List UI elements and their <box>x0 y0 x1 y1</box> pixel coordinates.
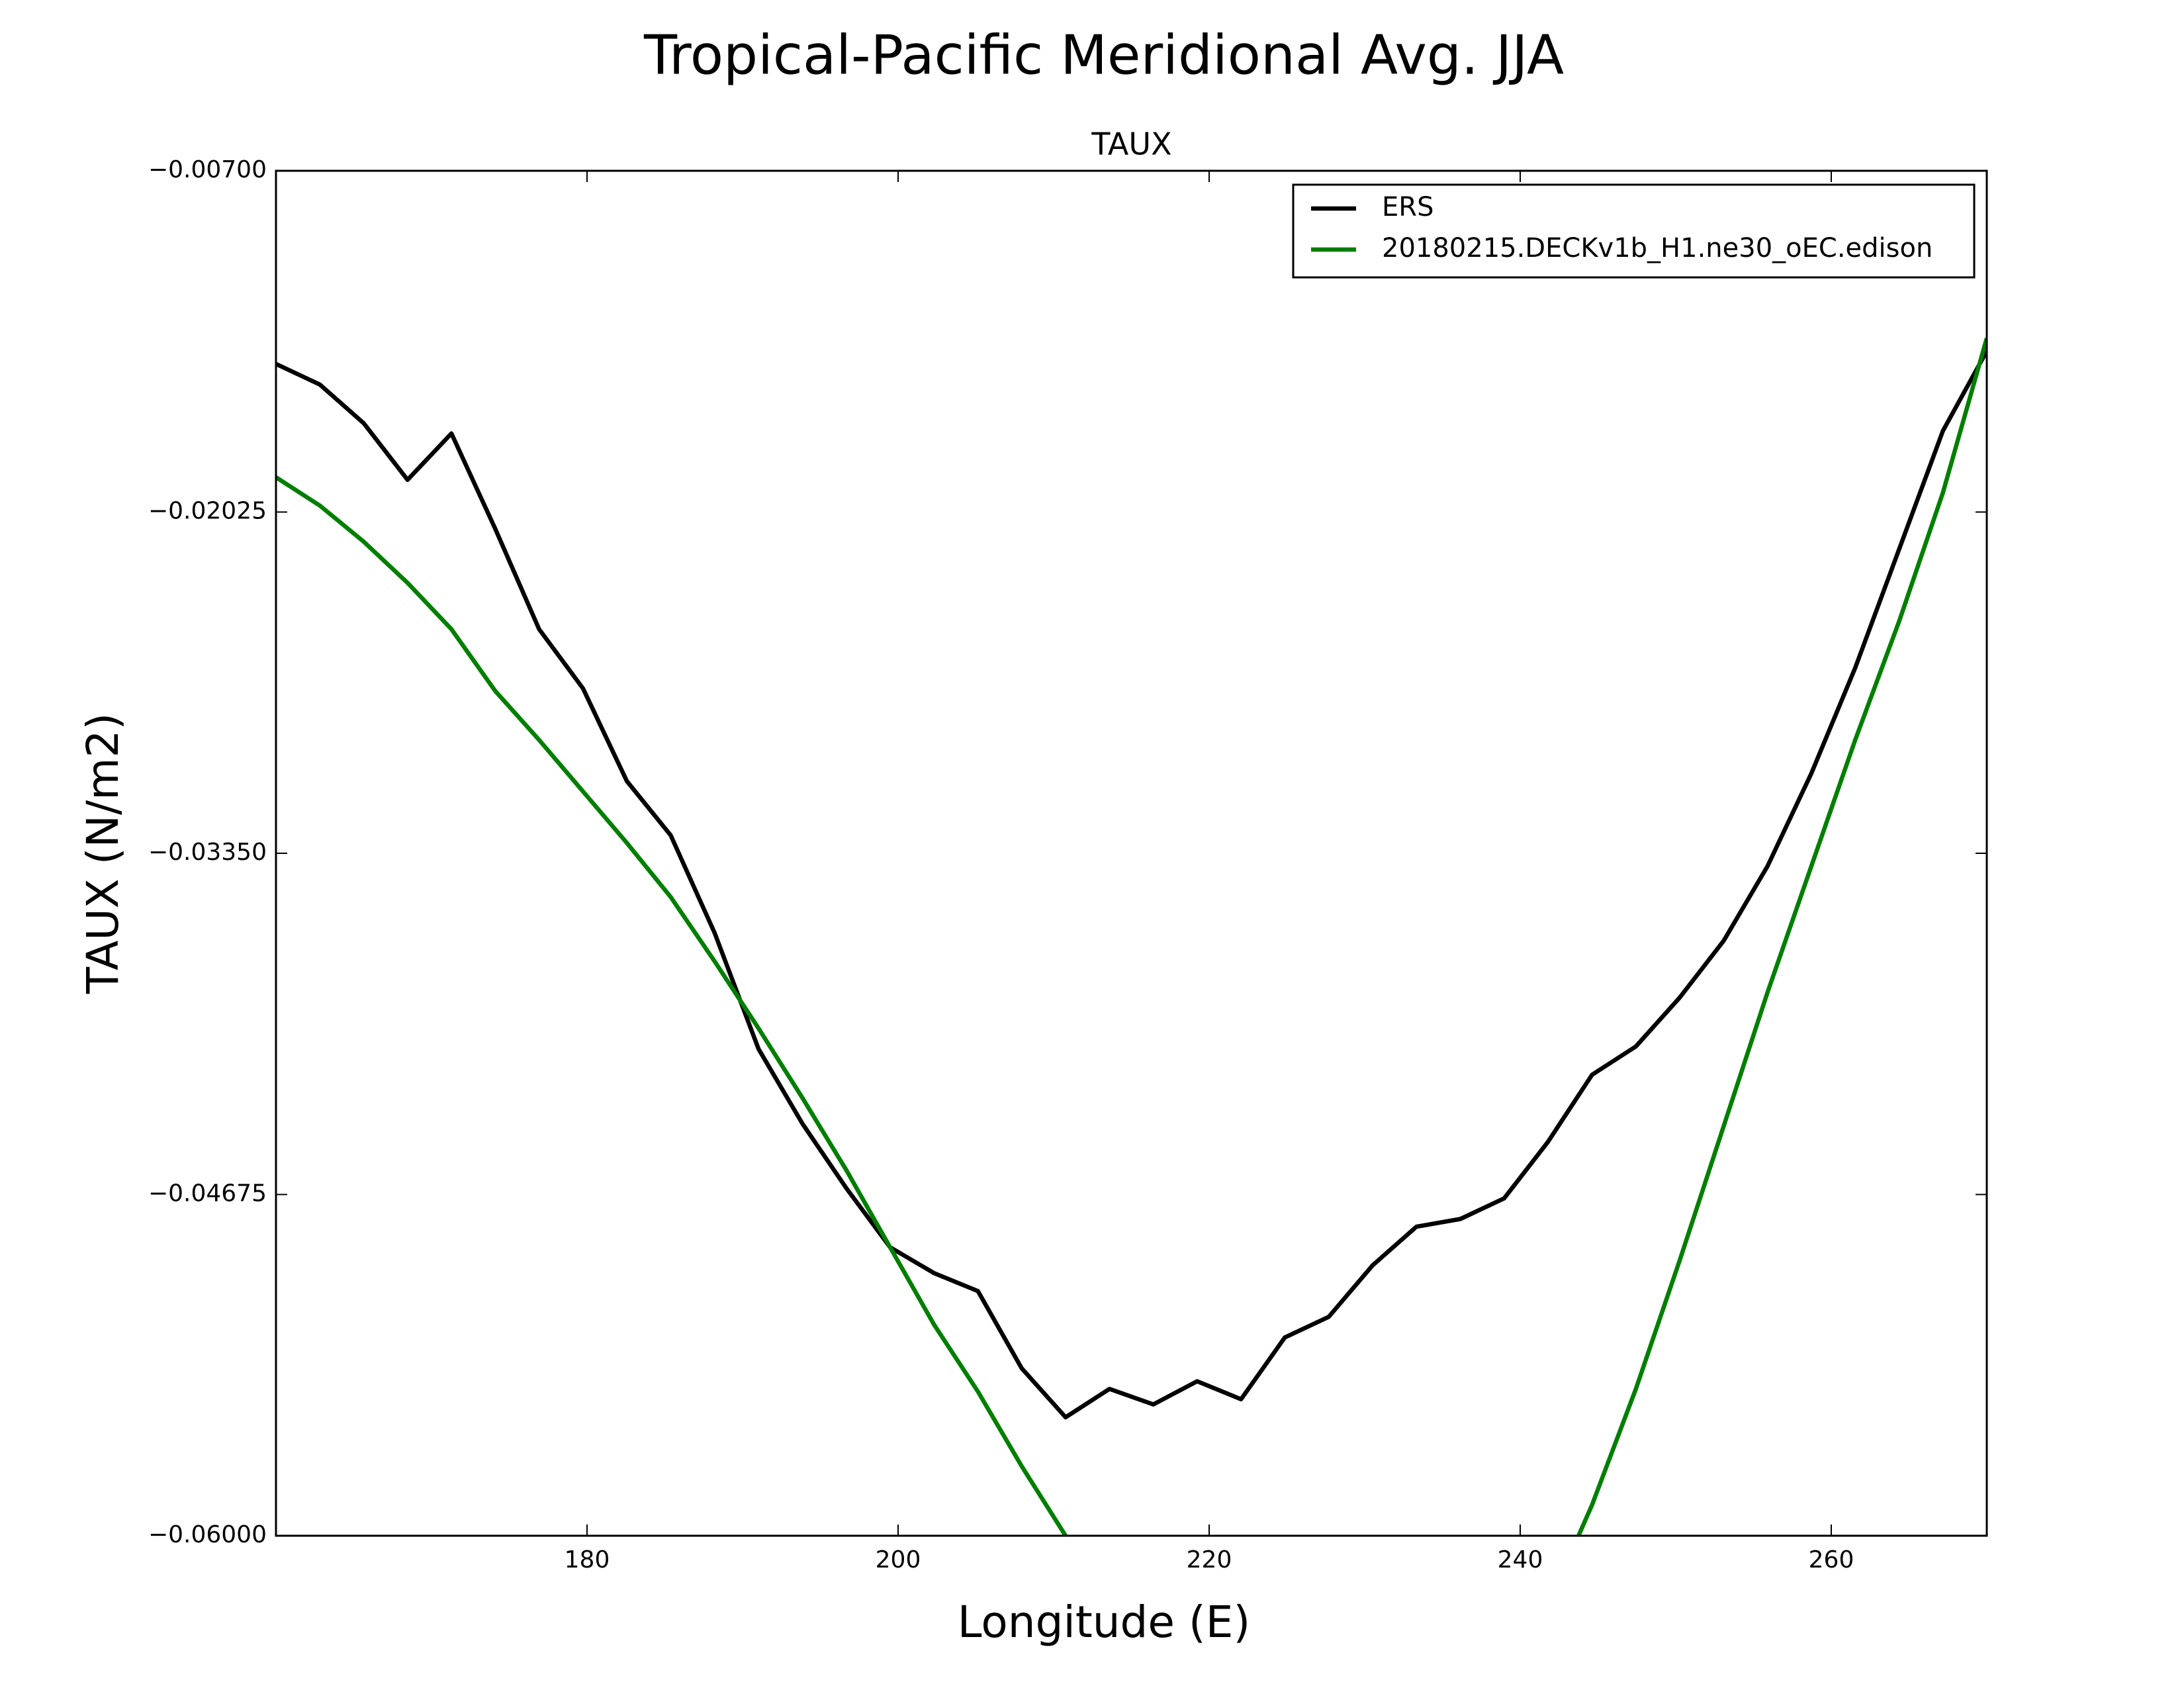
x-axis-label: Longitude (E) <box>958 1597 1250 1648</box>
x-tick-label: 200 <box>876 1546 921 1573</box>
y-tick-label: −0.00700 <box>148 156 267 183</box>
y-tick-label: −0.06000 <box>148 1521 267 1548</box>
series-group <box>276 338 1987 1536</box>
x-tick-label: 260 <box>1809 1546 1854 1573</box>
legend-label: ERS <box>1382 192 1433 222</box>
y-tick-label: −0.04675 <box>148 1180 267 1207</box>
chart-subtitle: TAUX <box>1091 126 1171 162</box>
x-tick-label: 220 <box>1187 1546 1232 1573</box>
y-axis-label: TAUX (N/m2) <box>77 713 128 994</box>
plot-frame <box>275 169 1988 1537</box>
x-tick-label: 180 <box>565 1546 610 1573</box>
series-line <box>276 350 1987 1420</box>
y-tick-label: −0.02025 <box>148 498 267 525</box>
series-group <box>276 350 1987 1420</box>
chart-title: Tropical-Pacific Meridional Avg. JJA <box>643 24 1564 87</box>
series-line <box>276 338 1987 1536</box>
legend-box <box>1292 183 1976 279</box>
y-tick-label: −0.03350 <box>148 839 267 866</box>
legend-label: 20180215.DECKv1b_H1.ne30_oEC.edison <box>1382 233 1933 263</box>
x-tick-label: 240 <box>1498 1546 1543 1573</box>
